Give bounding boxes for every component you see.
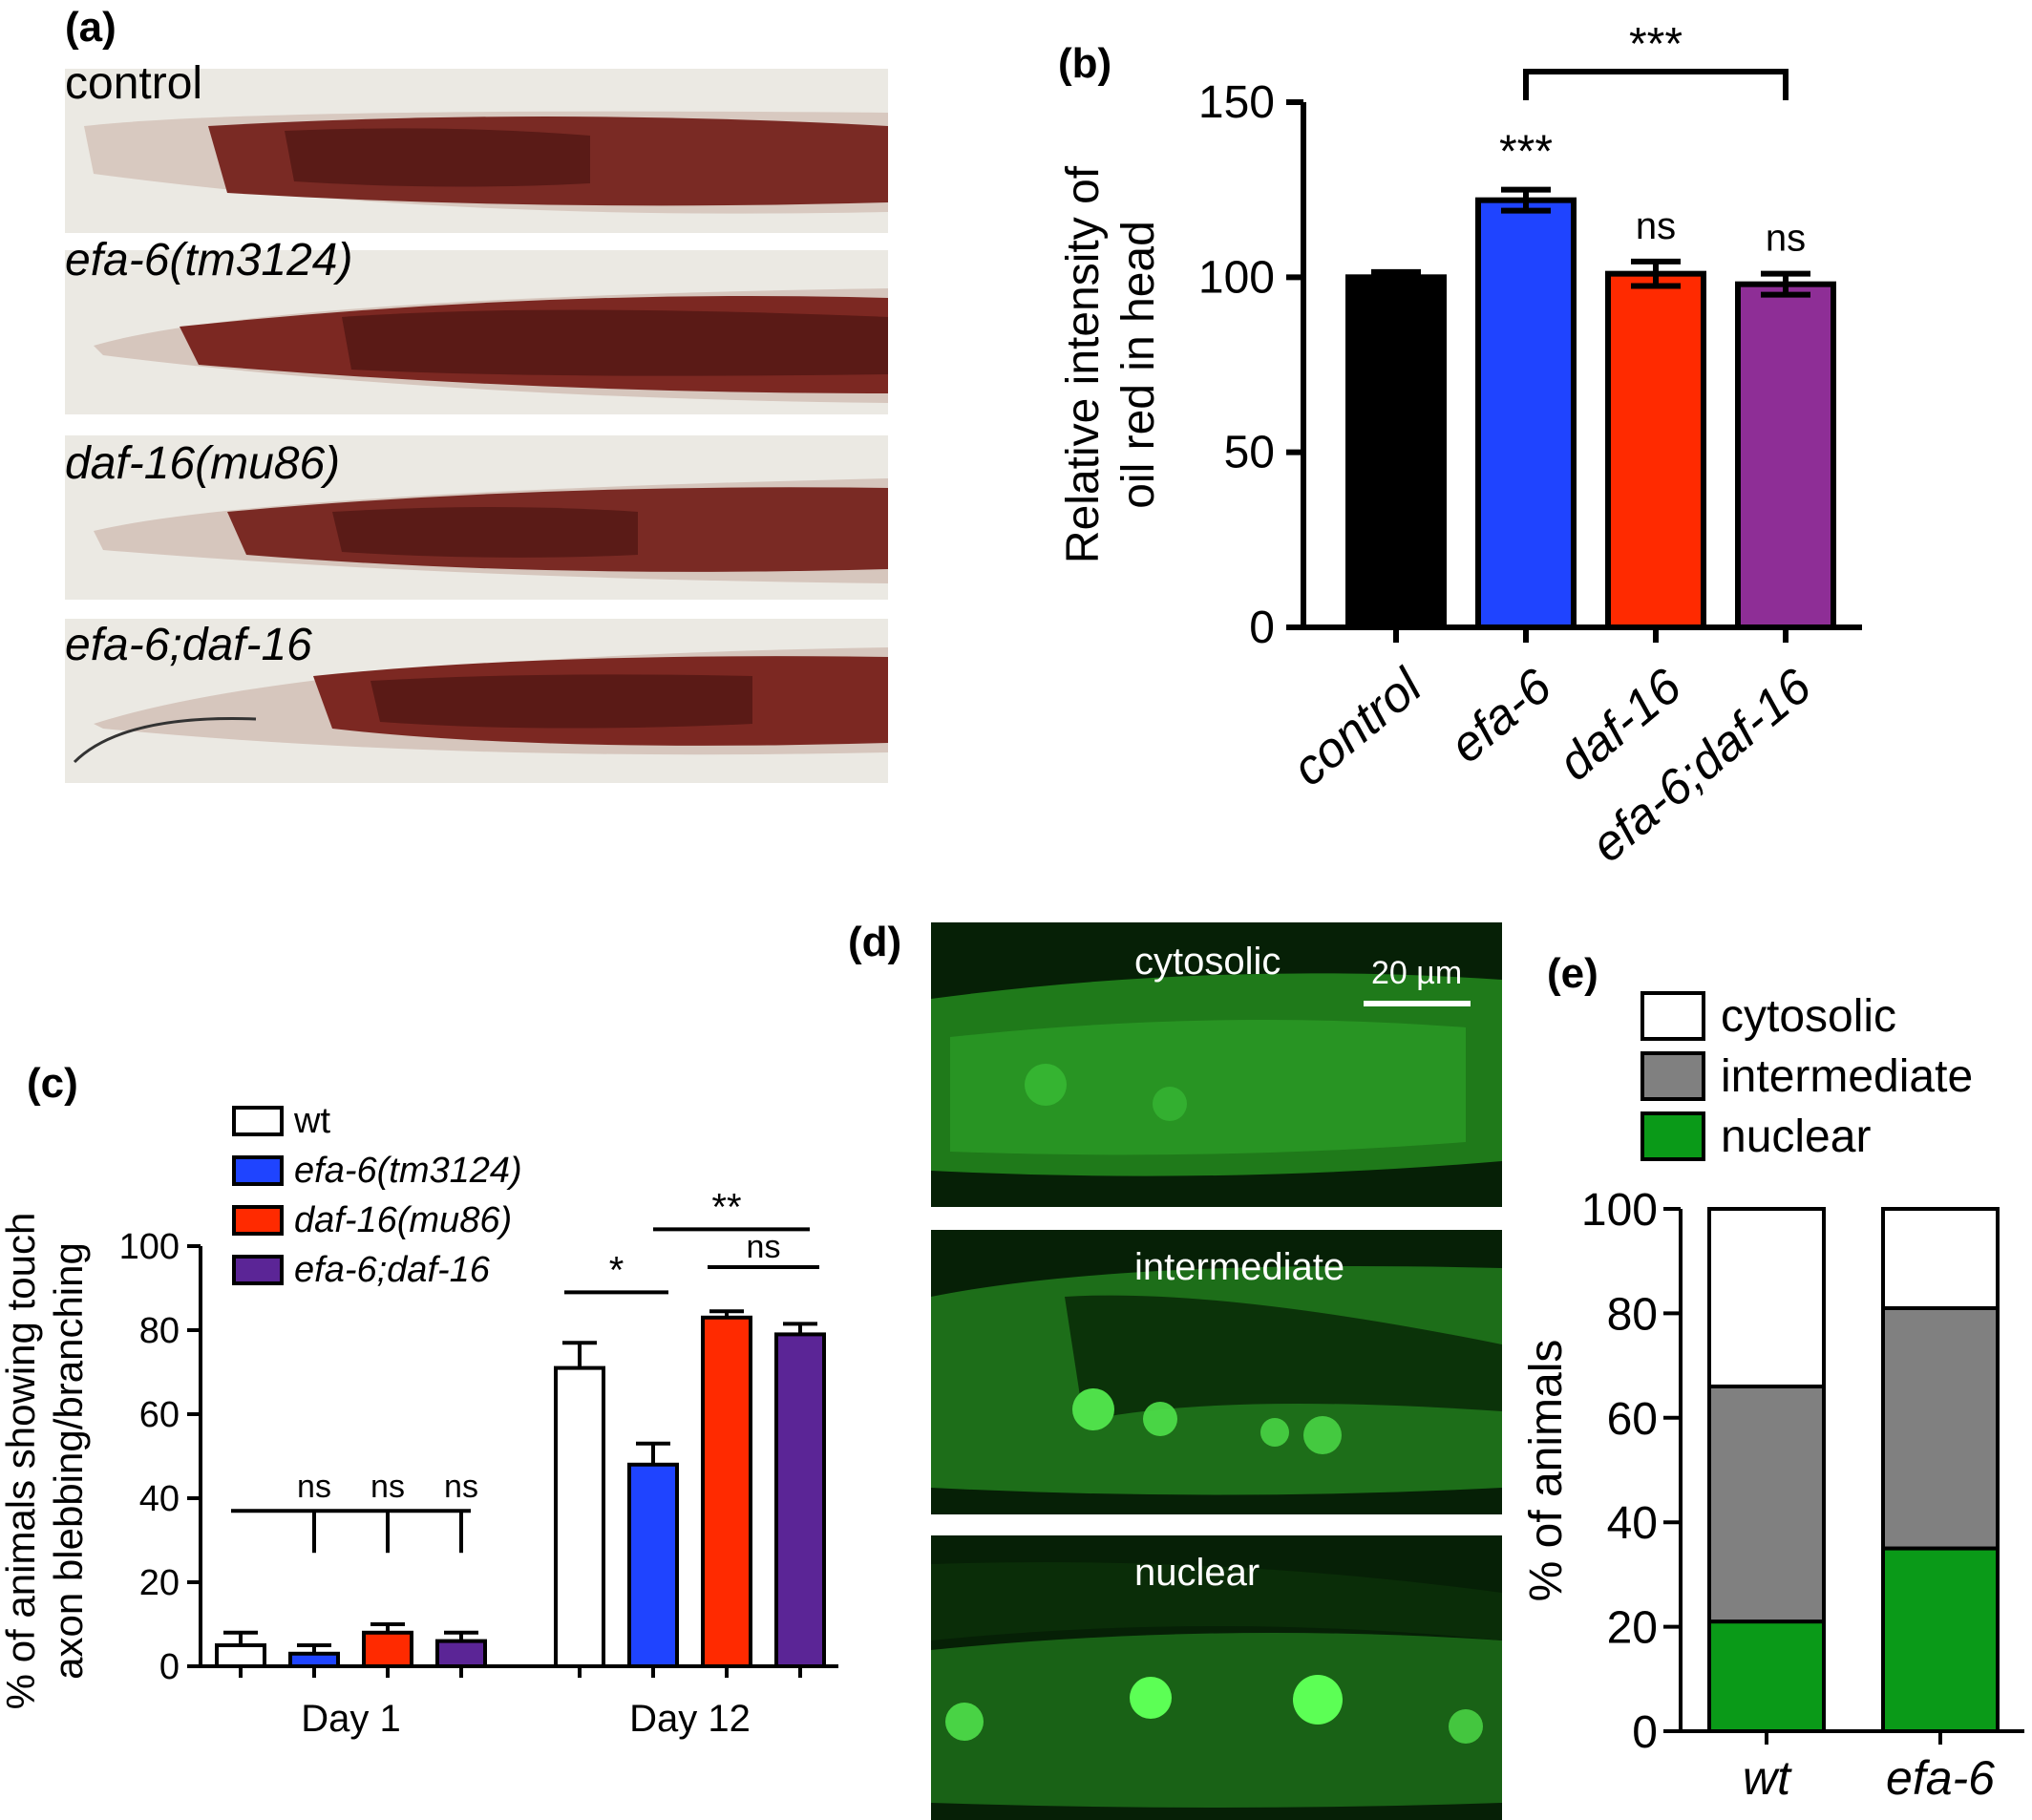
bar <box>627 1462 679 1668</box>
significance-label: ns <box>1766 218 1806 260</box>
x-tick-label: efa-6 <box>1440 659 1562 774</box>
significance-label: ns <box>444 1469 478 1505</box>
y-tick-label: 100 <box>119 1227 180 1267</box>
y-tick-label: 80 <box>139 1311 180 1351</box>
worm-image-control <box>65 69 888 233</box>
x-tick-label: wt <box>1743 1751 1792 1805</box>
worm-image-double <box>65 619 888 783</box>
legend-swatch <box>1640 991 1705 1041</box>
legend-swatch <box>1640 1111 1705 1161</box>
group-label: Day 1 <box>301 1698 401 1740</box>
significance-label: ns <box>1636 205 1676 247</box>
y-axis-label: oil red in head <box>1113 221 1164 509</box>
legend-swatch <box>232 1205 284 1236</box>
y-tick-label: 40 <box>1607 1498 1658 1549</box>
chart-c: 0 20 40 60 80 100 % of animals showing touch ax… <box>0 1101 838 1740</box>
y-tick-label: 80 <box>1607 1289 1658 1340</box>
bar <box>362 1630 413 1668</box>
scale-bar-line <box>1364 1001 1471 1006</box>
strain-label-efa6: efa-6(tm3124) <box>65 235 353 286</box>
legend-swatch <box>1640 1051 1705 1101</box>
bar <box>774 1332 826 1668</box>
stacked-bar-segment <box>1707 1207 1826 1388</box>
bar <box>1735 281 1836 630</box>
group-label: Day 12 <box>629 1698 751 1740</box>
bar <box>435 1639 487 1668</box>
bar <box>1345 274 1447 630</box>
scale-bar-label: 20 µm <box>1371 955 1463 991</box>
legend-label: nuclear <box>1721 1111 1871 1162</box>
image-label-cytosolic: cytosolic <box>1134 941 1281 983</box>
panel-a-label: (a) <box>65 4 116 51</box>
y-tick-label: 150 <box>1198 77 1275 128</box>
significance-label: ns <box>297 1469 331 1505</box>
y-axis-label: % of animals <box>1521 1340 1572 1602</box>
y-axis-label: % of animals showing touch <box>0 1213 43 1710</box>
panel-d-label: (d) <box>848 919 902 965</box>
y-tick-label: 50 <box>1224 428 1275 478</box>
strain-label-daf16: daf-16(mu86) <box>65 438 341 489</box>
significance-bracket-label: *** <box>1629 19 1683 70</box>
x-tick-label: control <box>1282 658 1433 797</box>
fluorescence-image-cytosolic <box>931 922 1502 1207</box>
y-axis-label: axon blebbing/branching <box>46 1242 91 1680</box>
panel-e-label: (e) <box>1547 950 1598 997</box>
worm-image-efa6 <box>65 250 888 414</box>
significance-label: ** <box>711 1186 741 1228</box>
y-axis-label: Relative intensity of <box>1058 165 1109 563</box>
fluorescence-image-intermediate <box>931 1230 1502 1514</box>
y-tick-label: 20 <box>139 1563 180 1603</box>
stacked-bar-segment <box>1881 1207 2000 1310</box>
stacked-bar-segment <box>1707 1384 1826 1624</box>
y-tick-label: 40 <box>139 1479 180 1519</box>
bar <box>288 1651 340 1668</box>
chart-b: 0 50 100 150 Relative intensity of oil red in… <box>1058 19 1862 873</box>
worm-image-daf16 <box>65 435 888 600</box>
y-tick-label: 100 <box>1581 1185 1658 1236</box>
legend-label: efa-6(tm3124) <box>294 1151 522 1191</box>
stacked-bar-segment <box>1881 1305 2000 1551</box>
bar <box>215 1643 266 1668</box>
chart-e: 0 20 40 60 80 100 % of animals wt efa-6 cytosolic… <box>1521 991 2024 1805</box>
y-tick-label: 0 <box>159 1647 180 1687</box>
bar <box>701 1315 752 1669</box>
y-tick-label: 60 <box>139 1395 180 1435</box>
y-tick-label: 60 <box>1607 1394 1658 1445</box>
legend-label: efa-6;daf-16 <box>294 1250 491 1290</box>
legend-label: cytosolic <box>1721 991 1896 1042</box>
legend-label: daf-16(mu86) <box>294 1200 512 1240</box>
significance-bracket <box>1523 69 1789 100</box>
y-tick-label: 100 <box>1198 252 1275 303</box>
strain-label-double: efa-6;daf-16 <box>65 620 312 670</box>
x-tick-label: efa-6 <box>1886 1751 1995 1805</box>
legend-swatch <box>232 1106 284 1136</box>
image-label-intermediate: intermediate <box>1134 1246 1345 1288</box>
image-label-nuclear: nuclear <box>1134 1552 1260 1594</box>
panel-c-label: (c) <box>27 1060 78 1107</box>
bar <box>1475 197 1577 631</box>
legend-swatch <box>232 1255 284 1285</box>
bar <box>554 1365 605 1668</box>
bar <box>1605 270 1706 630</box>
legend-label: wt <box>293 1101 330 1141</box>
panel-b-label: (b) <box>1058 40 1112 87</box>
stacked-bar-segment <box>1707 1619 1826 1734</box>
legend-swatch <box>232 1155 284 1186</box>
significance-label: ns <box>370 1469 405 1505</box>
significance-label: * <box>609 1249 624 1291</box>
strain-label-control: control <box>65 58 203 109</box>
fluorescence-image-nuclear <box>931 1535 1502 1820</box>
significance-label: *** <box>1499 127 1553 178</box>
significance-label: ns <box>747 1229 781 1265</box>
y-tick-label: 0 <box>1632 1707 1658 1758</box>
y-tick-label: 0 <box>1249 603 1275 653</box>
stacked-bar-segment <box>1881 1546 2000 1733</box>
legend-label: intermediate <box>1721 1051 1973 1102</box>
y-tick-label: 20 <box>1607 1603 1658 1654</box>
